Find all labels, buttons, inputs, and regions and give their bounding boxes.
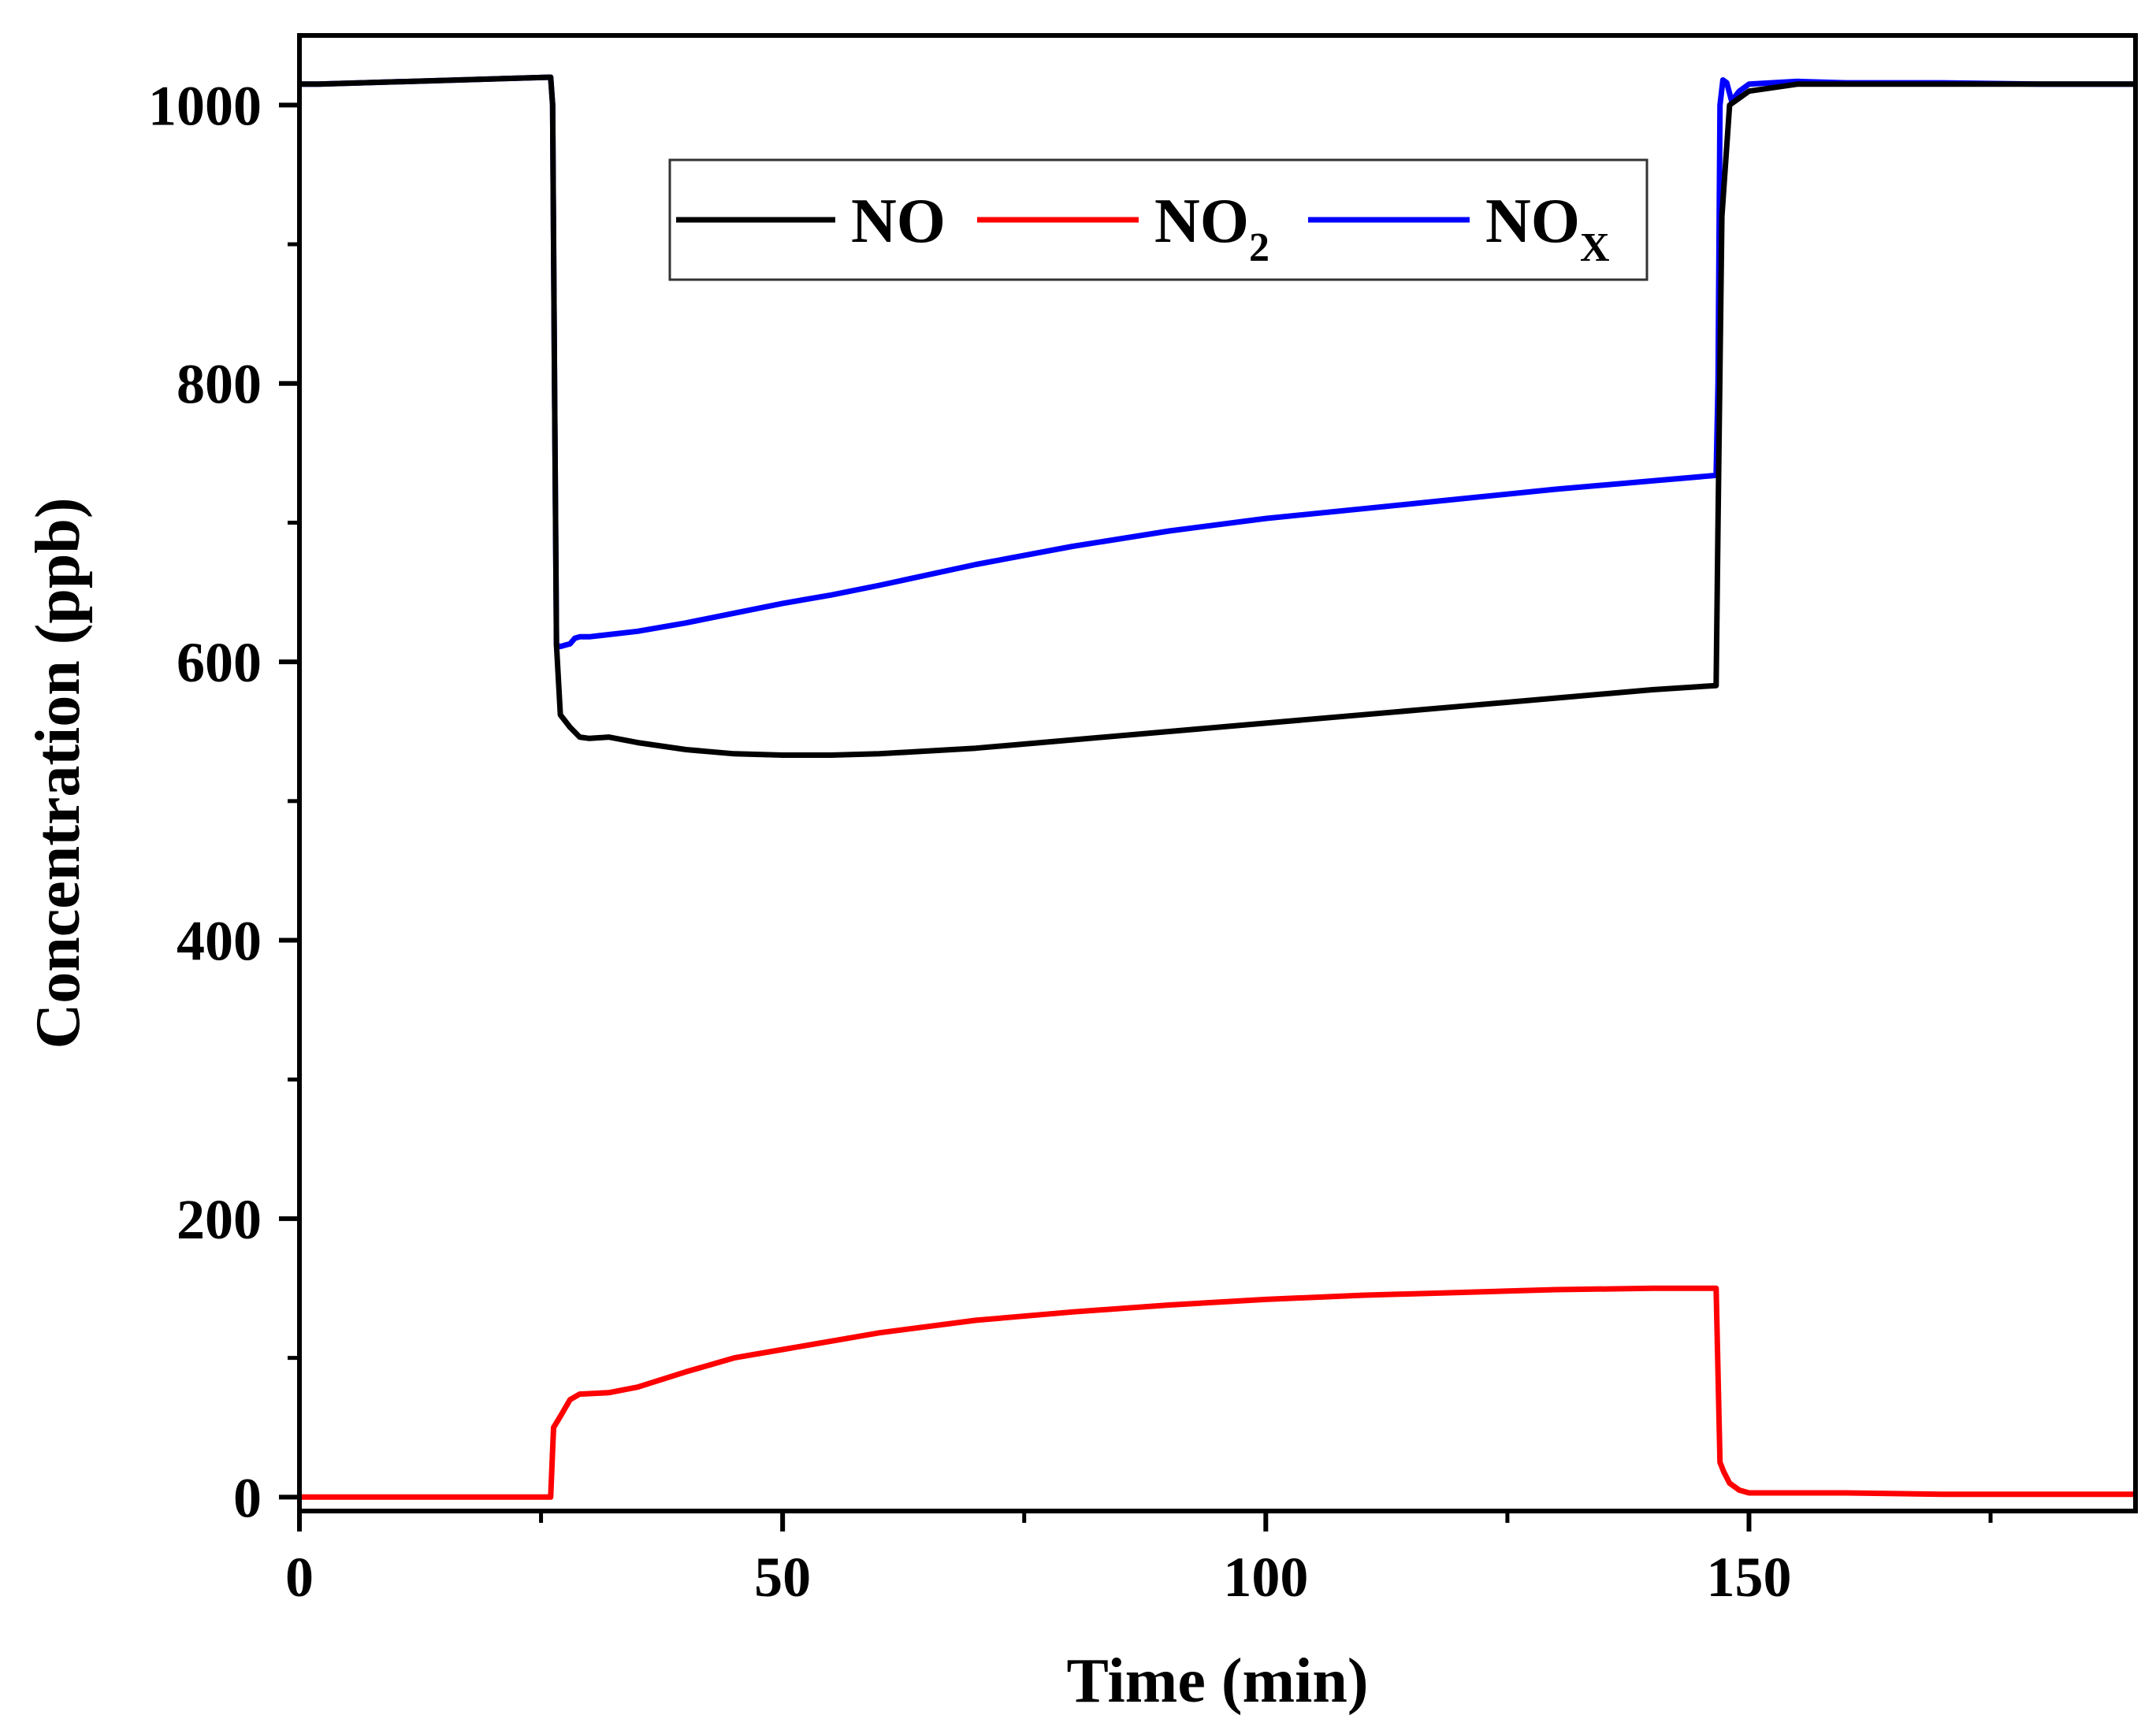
y-tick-label: 200 — [177, 1188, 262, 1251]
y-axis-title: Concentration (ppb) — [24, 497, 93, 1049]
y-tick-label: 800 — [177, 353, 262, 416]
legend-label-nox: NOX — [1485, 187, 1610, 270]
x-tick-label: 0 — [285, 1546, 314, 1609]
series-line-no2 — [299, 1285, 2136, 1500]
series-layer — [299, 74, 2136, 1500]
legend-label-no: NO — [851, 187, 946, 256]
y-tick-label: 0 — [233, 1466, 262, 1529]
x-tick-label: 50 — [754, 1546, 811, 1609]
legend-label-no2: NO2 — [1154, 187, 1269, 270]
y-tick-label: 400 — [177, 910, 262, 973]
legend-label-subscript: X — [1580, 225, 1610, 270]
y-tick-label: 600 — [177, 631, 262, 694]
legend: NO NO2 NOX — [668, 158, 1649, 281]
y-tick-label: 1000 — [148, 74, 262, 137]
legend-label-main: NO — [851, 187, 946, 256]
x-tick-label: 150 — [1706, 1546, 1791, 1609]
legend-label-subscript: 2 — [1249, 225, 1269, 270]
series-line-nox — [299, 74, 2136, 650]
legend-label-main: NO — [1154, 187, 1249, 256]
series-line-no — [299, 74, 2136, 758]
legend-label-main: NO — [1485, 187, 1580, 256]
ticks-layer: 0 50 100 150 0 200 400 600 800 1000 — [148, 74, 1993, 1609]
plot-frame — [297, 33, 2138, 1513]
x-axis-title: Time (min) — [1067, 1647, 1369, 1716]
x-tick-label: 100 — [1223, 1546, 1308, 1609]
